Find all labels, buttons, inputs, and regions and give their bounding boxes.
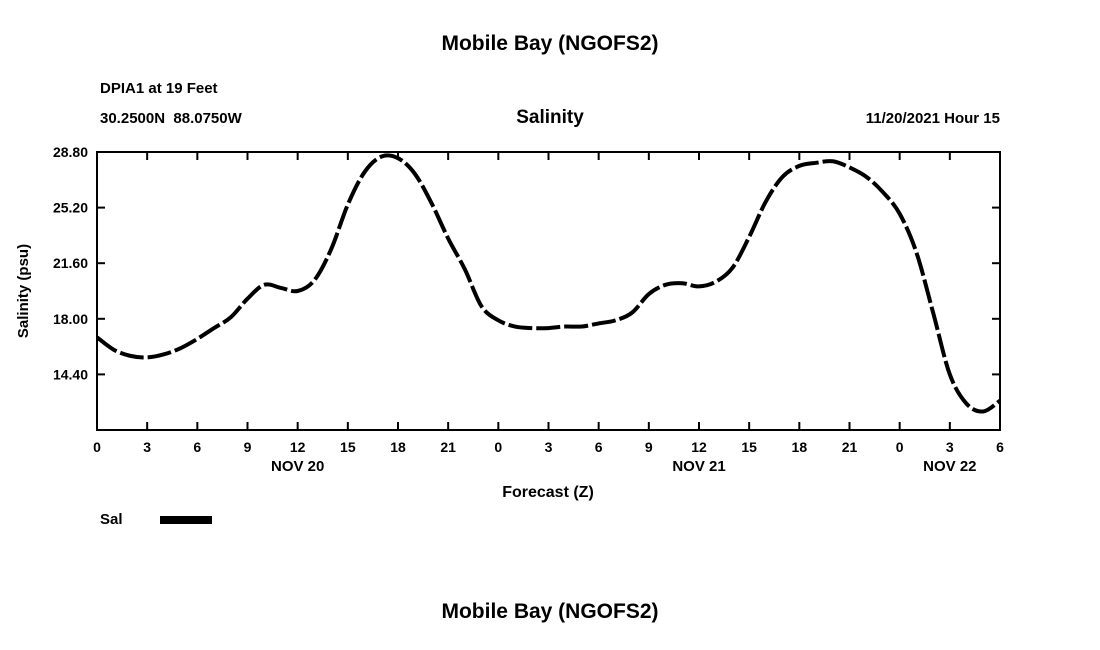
page-title-bottom: Mobile Bay (NGOFS2) <box>441 600 658 623</box>
series-line-sal <box>95 153 1002 414</box>
y-tick-label: 21.60 <box>53 255 88 271</box>
x-tick-label: 12 <box>290 439 306 455</box>
x-tick-label: 0 <box>896 439 904 455</box>
x-tick-label: 6 <box>595 439 603 455</box>
x-axis-label: Forecast (Z) <box>502 484 594 501</box>
x-tick-label: 6 <box>193 439 201 455</box>
x-tick-label: 18 <box>390 439 406 455</box>
legend-label: Sal <box>100 511 123 528</box>
x-tick-label: 21 <box>842 439 858 455</box>
legend-line-swatch <box>160 516 212 524</box>
station-name: DPIA1 at 19 Feet <box>100 80 218 97</box>
y-axis-label: Salinity (psu) <box>15 244 32 338</box>
x-tick-label: 15 <box>741 439 757 455</box>
x-tick-label: 6 <box>996 439 1004 455</box>
x-tick-label: 0 <box>93 439 101 455</box>
x-tick-label: 0 <box>494 439 502 455</box>
x-tick-label: 3 <box>946 439 954 455</box>
station-coordinates: 30.2500N 88.0750W <box>100 110 243 127</box>
y-tick-label: 18.00 <box>53 311 88 327</box>
x-date-label: NOV 22 <box>923 458 976 475</box>
x-tick-label: 9 <box>244 439 252 455</box>
forecast-datetime: 11/20/2021 Hour 15 <box>866 110 1000 127</box>
y-tick-label: 28.80 <box>53 144 88 160</box>
x-tick-label: 9 <box>645 439 653 455</box>
page-title-top: Mobile Bay (NGOFS2) <box>441 32 658 55</box>
y-tick-label: 14.40 <box>53 366 88 382</box>
x-date-label: NOV 21 <box>672 458 725 475</box>
x-tick-label: 15 <box>340 439 356 455</box>
plot-frame <box>96 151 1001 431</box>
x-date-label: NOV 20 <box>271 458 324 475</box>
y-tick-label: 25.20 <box>53 200 88 216</box>
x-tick-label: 18 <box>792 439 808 455</box>
x-tick-label: 3 <box>545 439 553 455</box>
chart-title: Salinity <box>516 107 584 128</box>
x-tick-label: 12 <box>691 439 707 455</box>
x-tick-label: 3 <box>143 439 151 455</box>
plot-area: 0 3 6 9 12 15 18 21 0 3 6 9 12 15 18 21 0 3 6 14.40 18.00 21.… <box>53 144 1004 475</box>
x-tick-label: 21 <box>440 439 456 455</box>
